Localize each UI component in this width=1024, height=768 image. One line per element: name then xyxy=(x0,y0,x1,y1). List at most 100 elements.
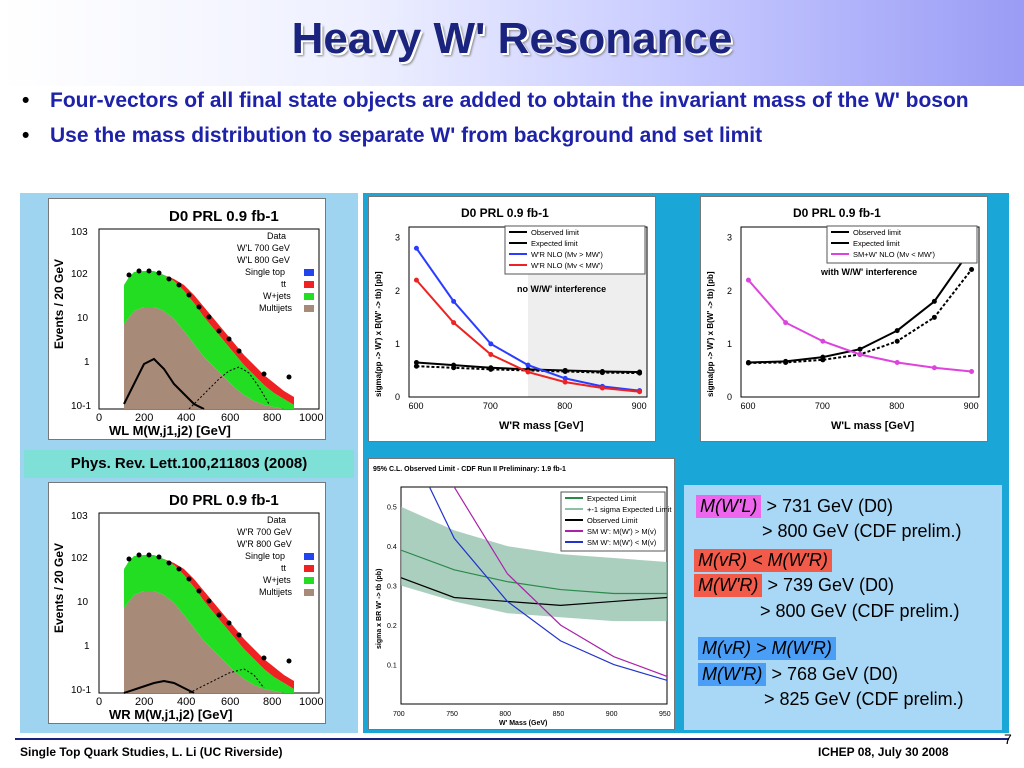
plot-area xyxy=(413,245,643,395)
data-point xyxy=(488,341,494,347)
y-axis-label: sigma x BR W' -> tb (pb) xyxy=(376,569,383,649)
data-point xyxy=(599,370,605,376)
data-point xyxy=(451,298,457,304)
x-axis-label: W'R mass [GeV] xyxy=(499,420,584,432)
wjets-area xyxy=(124,271,294,409)
y-tick: 1 xyxy=(84,357,90,368)
limit-row: M(vR) < M(W'R) xyxy=(694,549,832,572)
limit-text: > 731 GeV (D0) xyxy=(766,496,893,516)
data-points xyxy=(126,268,292,380)
data-point xyxy=(637,389,643,395)
wprime-800-line xyxy=(188,366,270,410)
data-point xyxy=(894,359,900,365)
y-axis-label: sigma(pp -> W') x B(W' -> tb) [pb] xyxy=(374,271,383,397)
legend-entry: Data xyxy=(267,515,286,525)
data-point xyxy=(931,314,937,320)
data-point xyxy=(413,245,419,251)
x-tick: 400 xyxy=(177,412,195,424)
data-points xyxy=(126,552,292,664)
hist-header: D0 PRL 0.9 fb-1 xyxy=(169,492,279,509)
legend-entry: Single top xyxy=(245,551,285,561)
x-tick-label: 900 xyxy=(632,401,647,411)
wprime-700-line xyxy=(123,679,195,694)
data-point xyxy=(969,369,975,374)
y-tick-label: 2 xyxy=(395,286,400,296)
multijets-area xyxy=(124,307,284,409)
x-tick: 0 xyxy=(96,412,102,424)
data-point xyxy=(820,357,826,363)
data-point xyxy=(451,320,457,326)
series-line xyxy=(748,247,973,364)
series-line xyxy=(453,487,667,677)
y-tick-label: 2 xyxy=(727,286,732,296)
chart-annotation: no W/W' interference xyxy=(517,284,606,294)
data-point xyxy=(413,363,419,369)
limit-row: M(W'L) > 731 GeV (D0) xyxy=(696,495,893,518)
legend-entry: SM+W' NLO (Mv < MW') xyxy=(853,250,936,259)
limit-row: M(W'R) > 768 GeV (D0) xyxy=(698,663,898,686)
chart-no-interference: 600 700 800 900 0 1 2 3 D0 PRL 0.9 fb-1 no W/W' i… xyxy=(374,206,648,432)
chart-title: D0 PRL 0.9 fb-1 xyxy=(461,206,549,220)
data-point xyxy=(783,359,789,365)
data-point xyxy=(931,365,937,371)
chart-title: D0 PRL 0.9 fb-1 xyxy=(793,206,881,220)
y-axis-label: Events / 20 GeV xyxy=(52,543,66,633)
legend-entry: Observed Limit xyxy=(587,516,638,525)
y-axis-label: sigma(pp -> W') x B(W' -> tb) [pb] xyxy=(706,271,715,397)
data-point xyxy=(562,375,568,381)
legend-entry: W'R NLO (Mv < MW') xyxy=(531,261,603,270)
limit-row: > 800 GeV (CDF prelim.) xyxy=(762,521,962,542)
series-line xyxy=(401,577,667,606)
d0-limit-plot-int: 600 700 800 900 0 1 2 3 D0 PRL 0.9 fb-1 with W/W'… xyxy=(700,196,988,442)
legend-box xyxy=(504,225,646,275)
histogram-bottom: D0 PRL 0.9 fb-1 Events / 20 GeV Data W'R… xyxy=(48,482,326,724)
series-line xyxy=(747,279,972,373)
legend-entry: W'L 800 GeV xyxy=(237,255,290,265)
limit-row: > 825 GeV (CDF prelim.) xyxy=(764,689,964,710)
y-tick-label: 0 xyxy=(727,392,732,402)
y-tick: 10 xyxy=(77,313,89,324)
data-point xyxy=(857,346,863,352)
series-line xyxy=(428,487,667,681)
y-tick-label: 0 xyxy=(395,392,400,402)
x-tick: 600 xyxy=(221,412,239,424)
bullet-text: Use the mass distribution to separate W'… xyxy=(50,124,763,147)
bullet-list: • Four-vectors of all final state object… xyxy=(22,88,1012,158)
x-axis-label: WR M(W,j1,j2) [GeV] xyxy=(109,707,233,722)
chart-cdf-limit: 700 750 800 850 900 950 0.1 0.2 0.3 0.4 0.5 95% C.L… xyxy=(373,466,672,727)
x-tick-label: 600 xyxy=(740,401,755,411)
x-tick: 1000 xyxy=(299,412,323,424)
y-tick-label: 0.4 xyxy=(387,544,397,551)
data-point xyxy=(562,369,568,374)
legend-entry: tt xyxy=(281,563,287,573)
x-tick-label: 600 xyxy=(408,401,423,411)
legend-entry: W'R 700 GeV xyxy=(237,527,292,537)
data-point xyxy=(857,352,863,357)
y-tick-label: 3 xyxy=(727,233,732,243)
legend-entry: tt xyxy=(281,279,287,289)
data-point xyxy=(637,370,643,376)
x-tick: 400 xyxy=(177,696,195,708)
legend-entry: +-1 sigma Expected Limit xyxy=(587,505,672,514)
data-point xyxy=(931,298,937,304)
chart-legend: Observed limit Expected limit W'R NLO (Mv … xyxy=(504,225,646,275)
legend-entry: W'R NLO (Mv > MW') xyxy=(531,250,603,259)
x-tick: 800 xyxy=(263,412,281,424)
limit-tag: M(vR) < M(W'R) xyxy=(694,549,832,572)
data-point xyxy=(745,277,751,283)
x-tick-label: 700 xyxy=(483,401,498,411)
x-tick: 800 xyxy=(263,696,281,708)
y-tick-label: 1 xyxy=(395,339,400,349)
plot-area xyxy=(401,487,667,681)
data-point xyxy=(562,379,568,385)
legend-entry: Expected limit xyxy=(853,239,901,248)
data-point xyxy=(413,277,419,283)
y-tick: 10-1 xyxy=(71,685,91,696)
wprime-800-line xyxy=(188,668,265,694)
cdf-limit-plot: 700 750 800 850 900 950 0.1 0.2 0.3 0.4 0.5 95% C.L… xyxy=(368,458,675,730)
x-tick-label: 700 xyxy=(393,711,405,718)
legend-entry: W+jets xyxy=(263,575,291,585)
title-band xyxy=(0,0,1024,86)
limit-tag: M(W'L) xyxy=(696,495,762,518)
limit-text: > 739 GeV (D0) xyxy=(767,575,894,595)
